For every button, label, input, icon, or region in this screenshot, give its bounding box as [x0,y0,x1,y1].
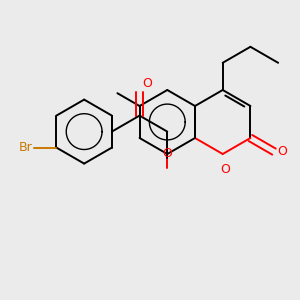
Text: O: O [162,147,172,161]
Text: O: O [277,145,287,158]
Text: O: O [142,76,152,90]
Text: Br: Br [18,141,32,154]
Text: O: O [220,163,230,176]
